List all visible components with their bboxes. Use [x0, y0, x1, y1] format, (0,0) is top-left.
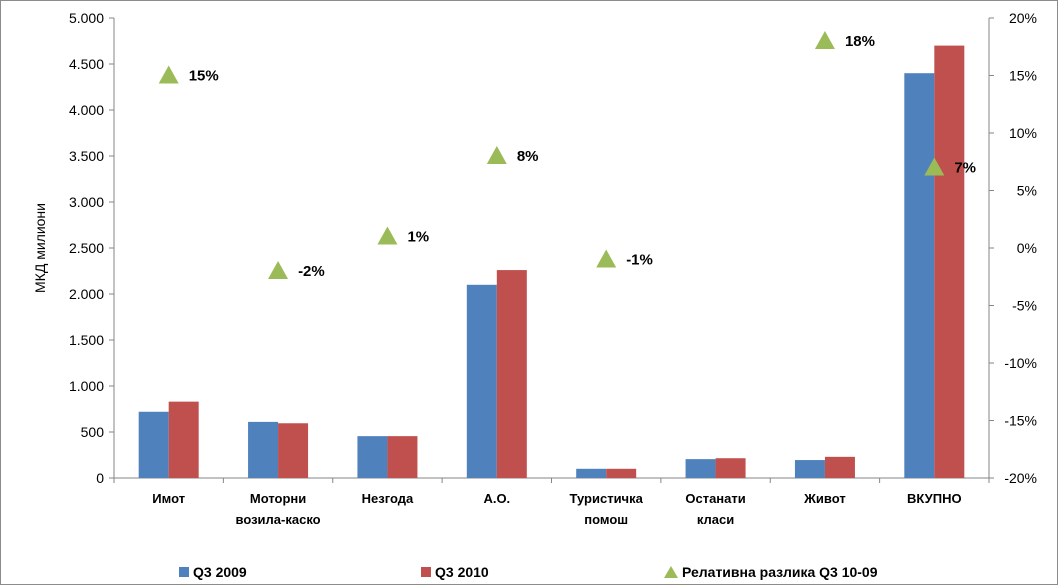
- bar-q3-2010: [278, 423, 309, 478]
- bar-q3-2009: [248, 421, 279, 478]
- y2-tick-label: -5%: [1012, 298, 1037, 314]
- legend-label-relative-diff: Релативна разлика Q3 10-09: [682, 564, 878, 580]
- relative-diff-label: 15%: [189, 68, 219, 85]
- y-tick-label: 4.000: [69, 102, 104, 118]
- y2-tick-label: 20%: [1009, 10, 1037, 26]
- y-axis-title: МКД милиони: [32, 203, 48, 293]
- bar-q3-2009: [685, 459, 716, 478]
- relative-diff-label: 1%: [407, 229, 429, 246]
- y2-tick-label: -20%: [1004, 470, 1037, 486]
- bar-q3-2009: [138, 411, 169, 478]
- legend-item-relative-diff: Релативна разлика Q3 10-09: [664, 564, 878, 580]
- y2-tick-label: 0%: [1017, 240, 1037, 256]
- bar-q3-2010: [715, 458, 746, 478]
- relative-diff-marker: [377, 226, 398, 245]
- relative-diff-marker: [268, 261, 289, 279]
- legend-swatch-q3-2009: [179, 567, 189, 577]
- bar-q3-2010: [496, 270, 527, 478]
- category-label: Имот: [152, 491, 185, 506]
- legend-label-q3-2009: Q3 2009: [193, 564, 247, 580]
- relative-diff-label: -2%: [298, 263, 325, 280]
- y-tick-label: 500: [81, 424, 105, 440]
- legend-label-q3-2010: Q3 2010: [435, 564, 489, 580]
- bar-q3-2009: [466, 284, 497, 478]
- y-tick-label: 5.000: [69, 10, 104, 26]
- relative-diff-marker: [486, 146, 507, 164]
- bar-q3-2010: [168, 401, 199, 478]
- relative-diff-label: 18%: [845, 33, 875, 50]
- relative-diff-marker: [924, 157, 945, 176]
- relative-diff-label: -1%: [626, 252, 653, 269]
- bar-q3-2009: [357, 436, 388, 478]
- legend-item-q3-2010: Q3 2010: [421, 564, 489, 580]
- y2-tick-label: -10%: [1004, 355, 1037, 371]
- bar-q3-2010: [387, 436, 418, 478]
- relative-diff-marker: [814, 31, 835, 49]
- legend-swatch-q3-2010: [421, 567, 431, 577]
- y-tick-label: 3.000: [69, 194, 104, 210]
- bar-q3-2010: [606, 468, 637, 478]
- y-tick-label: 0: [96, 470, 104, 486]
- category-label: Незгода: [362, 491, 414, 506]
- bar-chart: 0 500 1.000 1.500 2.000 2.500 3.000 3.500 4.000 4…: [32, 10, 1037, 527]
- y-tick-label: 1.000: [69, 378, 104, 394]
- bar-q3-2009: [904, 73, 935, 478]
- category-label: Туристичка помош: [570, 491, 644, 527]
- y2-tick-label: 5%: [1017, 183, 1037, 199]
- relative-diff-marker: [158, 65, 179, 84]
- bar-q3-2010: [824, 456, 855, 478]
- y-tick-label: 2.000: [69, 286, 104, 302]
- bar-q3-2010: [934, 45, 965, 478]
- category-label: Моторни возила-каско: [236, 491, 321, 527]
- y-tick-label: 1.500: [69, 332, 104, 348]
- category-label: А.О.: [483, 491, 510, 506]
- bar-q3-2009: [794, 460, 825, 478]
- bar-q3-2009: [576, 468, 607, 478]
- legend-marker-triangle: [664, 566, 678, 578]
- category-label: ВКУПНО: [907, 491, 962, 506]
- category-label: Останати класи: [685, 491, 745, 527]
- relative-diff-marker: [596, 249, 617, 268]
- category-label: Живот: [803, 491, 846, 506]
- y-tick-label: 2.500: [69, 240, 104, 256]
- legend-item-q3-2009: Q3 2009: [179, 564, 247, 580]
- legend: Q3 2009 Q3 2010 Релативна разлика Q3 10-…: [1, 564, 1058, 584]
- y-tick-label: 3.500: [69, 148, 104, 164]
- y2-tick-label: -15%: [1004, 413, 1037, 429]
- y2-tick-label: 15%: [1009, 68, 1037, 84]
- y-tick-label: 4.500: [69, 56, 104, 72]
- y2-tick-label: 10%: [1009, 125, 1037, 141]
- relative-diff-label: 8%: [517, 148, 539, 165]
- relative-diff-label: 7%: [954, 160, 976, 177]
